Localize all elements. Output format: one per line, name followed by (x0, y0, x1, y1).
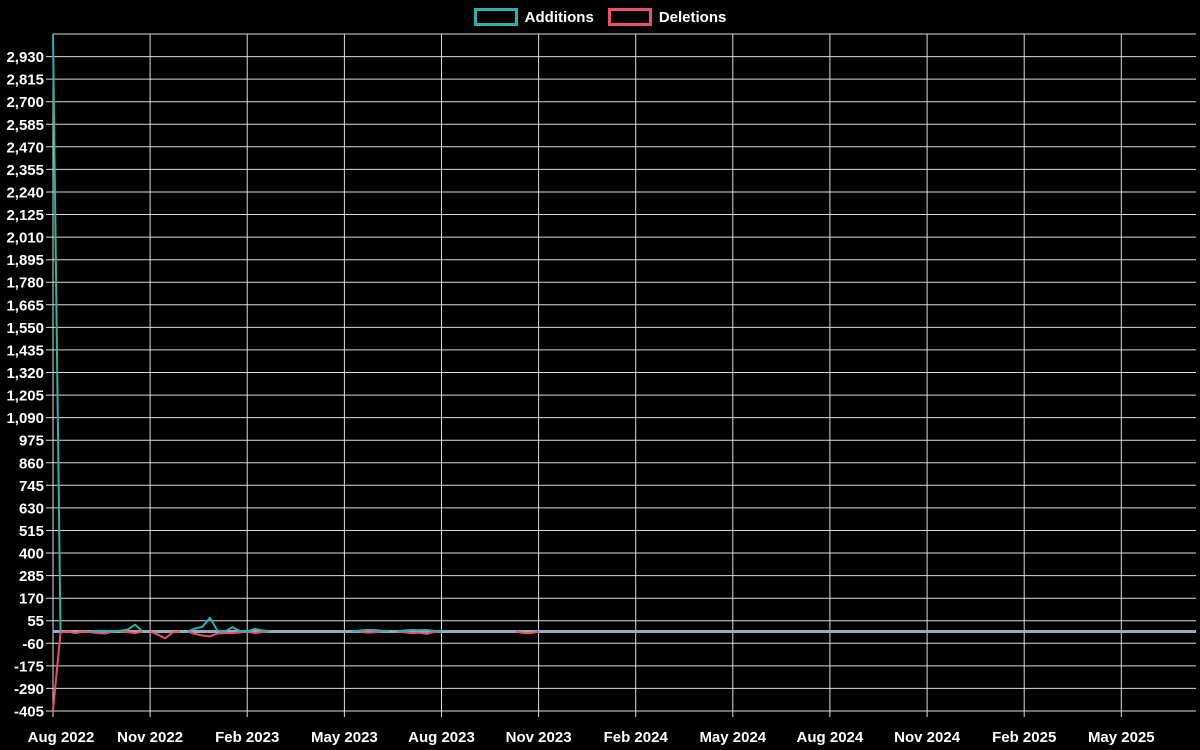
deletions-line (359, 630, 382, 634)
y-tick-label: 400 (19, 546, 44, 563)
deletions-line (515, 630, 539, 635)
deletions-legend-label: Deletions (658, 8, 727, 26)
additions-line (351, 629, 390, 633)
y-tick-label: 1,205 (6, 388, 44, 405)
x-tick-label: Feb 2023 (215, 729, 279, 746)
deletions-line (396, 630, 442, 635)
y-tick-label: -405 (14, 704, 44, 721)
y-tick-label: 1,320 (6, 365, 44, 382)
y-tick-label: 630 (19, 500, 44, 517)
deletions-line (52, 630, 69, 712)
x-tick-label: May 2025 (1088, 729, 1155, 746)
additions-legend-label: Additions (524, 8, 594, 26)
deletions-legend-swatch (607, 8, 652, 26)
y-tick-label: 1,665 (6, 297, 44, 314)
y-tick-label: 2,470 (6, 139, 44, 156)
y-tick-label: 285 (19, 568, 44, 585)
additions-line (187, 616, 225, 633)
y-tick-label: 745 (19, 478, 44, 495)
legend-item-deletions[interactable]: Deletions (607, 8, 727, 26)
y-tick-label: 1,550 (6, 320, 44, 337)
x-tick-label: Nov 2023 (506, 729, 572, 746)
y-tick-label: 2,125 (6, 207, 44, 224)
y-tick-label: 1,435 (6, 342, 44, 359)
deletions-line (149, 630, 181, 640)
y-tick-label: 55 (27, 613, 44, 630)
y-tick-label: 1,895 (6, 252, 44, 269)
y-tick-label: 2,355 (6, 162, 44, 179)
y-tick-label: -175 (14, 658, 44, 675)
y-tick-label: 1,090 (6, 410, 44, 427)
y-tick-label: 2,010 (6, 230, 44, 247)
additions-line (246, 627, 270, 633)
y-tick-label: 2,930 (6, 49, 44, 66)
y-tick-label: 860 (19, 455, 44, 472)
x-tick-label: Aug 2023 (408, 729, 475, 746)
additions-line (90, 629, 113, 633)
y-tick-label: 515 (19, 523, 44, 540)
legend-item-additions[interactable]: Additions (473, 8, 594, 26)
y-tick-label: 2,815 (6, 72, 44, 89)
x-tick-label: May 2023 (311, 729, 378, 746)
additions-line (396, 629, 442, 633)
deletions-line (187, 630, 248, 638)
y-tick-label: 1,780 (6, 275, 44, 292)
additions-line (112, 623, 144, 633)
x-tick-label: Aug 2022 (28, 729, 95, 746)
y-tick-label: -60 (22, 636, 44, 653)
deletions-line (82, 630, 114, 635)
y-tick-label: 170 (19, 591, 44, 608)
x-tick-label: May 2024 (699, 729, 766, 746)
deletions-line (67, 630, 84, 635)
y-tick-label: 975 (19, 433, 44, 450)
y-tick-label: 2,240 (6, 185, 44, 202)
x-tick-label: Feb 2025 (992, 729, 1056, 746)
additions-legend-swatch (473, 8, 518, 26)
x-tick-label: Nov 2022 (117, 729, 183, 746)
additions-line (52, 33, 62, 632)
x-tick-label: Aug 2024 (797, 729, 864, 746)
x-tick-label: Feb 2024 (604, 729, 669, 746)
x-tick-label: Nov 2024 (894, 729, 961, 746)
y-tick-label: -290 (14, 681, 44, 698)
y-tick-label: 2,700 (6, 94, 44, 111)
y-tick-label: 2,585 (6, 117, 44, 134)
additions-line (224, 626, 248, 633)
deletions-line (120, 630, 143, 635)
chart-legend: Additions Deletions (0, 8, 1200, 26)
